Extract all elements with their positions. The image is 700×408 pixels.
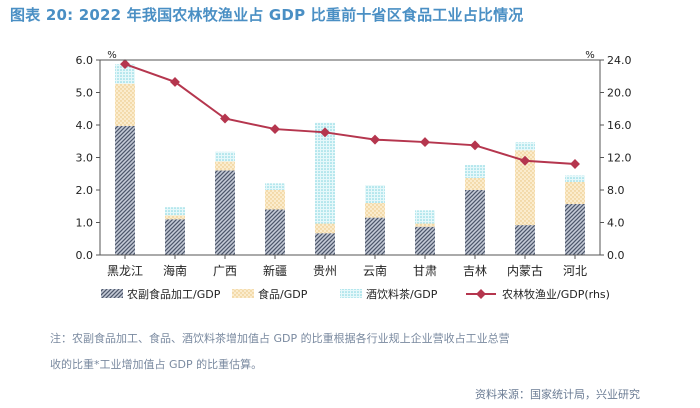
right-axis-unit: %	[585, 50, 595, 61]
line-point-marker	[520, 155, 530, 166]
bar-segment-food	[115, 83, 135, 126]
x-tick-label: 新疆	[263, 263, 287, 278]
line-point-marker	[270, 124, 280, 135]
left-tick-label: 5.0	[76, 87, 94, 100]
legend-agri-processing-swatch	[101, 289, 123, 298]
bar-segment-agri-processing	[215, 170, 235, 255]
line-series-agri-gdp	[124, 63, 576, 165]
bar-segment-beverage	[465, 164, 485, 178]
legend-food-swatch	[232, 289, 254, 298]
legend-agri-gdp-marker	[476, 289, 486, 299]
bar-segment-beverage	[115, 64, 135, 84]
bar-segment-beverage	[515, 142, 535, 151]
source-note: 资料来源：国家统计局，兴业研究	[475, 388, 640, 401]
bar-segment-beverage	[415, 210, 435, 224]
x-tick-label: 海南	[163, 263, 187, 278]
line-point-marker	[220, 113, 230, 124]
bar-segment-beverage	[565, 175, 585, 182]
bar-segment-beverage	[365, 185, 385, 203]
line-point-marker	[320, 127, 330, 138]
bar-segment-food	[165, 215, 185, 220]
right-tick-label: 8.0	[607, 184, 625, 197]
line-point-marker	[570, 159, 580, 169]
left-axis-unit: %	[107, 50, 117, 61]
right-tick-label: 12.0	[607, 152, 632, 165]
bar-segment-agri-processing	[565, 203, 585, 255]
x-tick-label: 黑龙江	[107, 264, 143, 278]
left-tick-label: 0.0	[76, 249, 94, 262]
right-tick-label: 4.0	[607, 217, 625, 230]
left-tick-label: 4.0	[76, 119, 94, 132]
left-tick-label: 1.0	[76, 217, 94, 230]
x-tick-label: 贵州	[313, 264, 337, 278]
bar-segment-agri-processing	[115, 125, 135, 255]
x-tick-label: 河北	[563, 264, 587, 278]
line-point-marker	[470, 140, 480, 151]
bar-segment-food	[265, 190, 285, 210]
line-point-marker	[170, 76, 180, 87]
x-tick-label: 云南	[363, 263, 387, 278]
left-tick-label: 2.0	[76, 184, 94, 197]
bar-segment-food	[515, 150, 535, 226]
right-tick-label: 0.0	[607, 249, 625, 262]
bar-segment-agri-processing	[465, 190, 485, 255]
bar-segment-agri-processing	[415, 226, 435, 255]
bar-segment-agri-processing	[365, 217, 385, 255]
bar-segment-food	[465, 177, 485, 190]
line-point-marker	[420, 137, 430, 148]
legend-beverage-label: 酒饮料茶/GDP	[366, 287, 438, 301]
bar-segment-food	[215, 161, 235, 171]
line-point-marker	[370, 134, 380, 145]
right-tick-label: 16.0	[607, 119, 632, 132]
bar-segment-beverage	[215, 151, 235, 162]
x-tick-label: 广西	[213, 264, 237, 278]
figure-title: 图表 20: 2022 年我国农林牧渔业占 GDP 比重前十省区食品工业占比情况	[10, 6, 524, 24]
x-tick-label: 吉林	[463, 264, 487, 278]
legend-food-label: 食品/GDP	[258, 287, 308, 301]
x-tick-label: 内蒙古	[507, 263, 543, 278]
bar-segment-beverage	[165, 207, 185, 216]
legend-agri-processing-label: 农副食品加工/GDP	[127, 287, 221, 301]
line-point-marker	[120, 59, 130, 70]
chart: 0.0 1.0 2.0 3.0 4.0 5.0 6.0 0.0 4.0 8.0 12.0 16.0 20…	[76, 50, 632, 301]
legend-beverage-swatch	[340, 289, 362, 298]
right-tick-label: 20.0	[607, 87, 632, 100]
left-tick-label: 3.0	[76, 152, 94, 165]
legend-agri-gdp-label: 农林牧渔业/GDP(rhs)	[502, 287, 610, 301]
bar-segment-food	[565, 181, 585, 204]
bar-segment-beverage	[315, 122, 335, 224]
bar-segment-food	[315, 223, 335, 234]
bar-segment-agri-processing	[165, 219, 185, 255]
bar-segment-agri-processing	[265, 209, 285, 255]
footnote-line-2: 收的比重*工业增加值占 GDP 的比重估算。	[50, 358, 263, 371]
bar-segment-beverage	[265, 183, 285, 190]
bar-segment-agri-processing	[515, 225, 535, 255]
x-tick-label: 甘肃	[413, 264, 437, 278]
left-tick-label: 6.0	[76, 54, 94, 67]
footnote-line-1: 注：农副食品加工、食品、酒饮料茶增加值占 GDP 的比重根据各行业规上企业营收占…	[50, 332, 510, 345]
bar-segment-food	[365, 203, 385, 218]
bar-segment-agri-processing	[315, 233, 335, 255]
right-tick-label: 24.0	[607, 54, 632, 67]
bar-segment-food	[415, 223, 435, 227]
